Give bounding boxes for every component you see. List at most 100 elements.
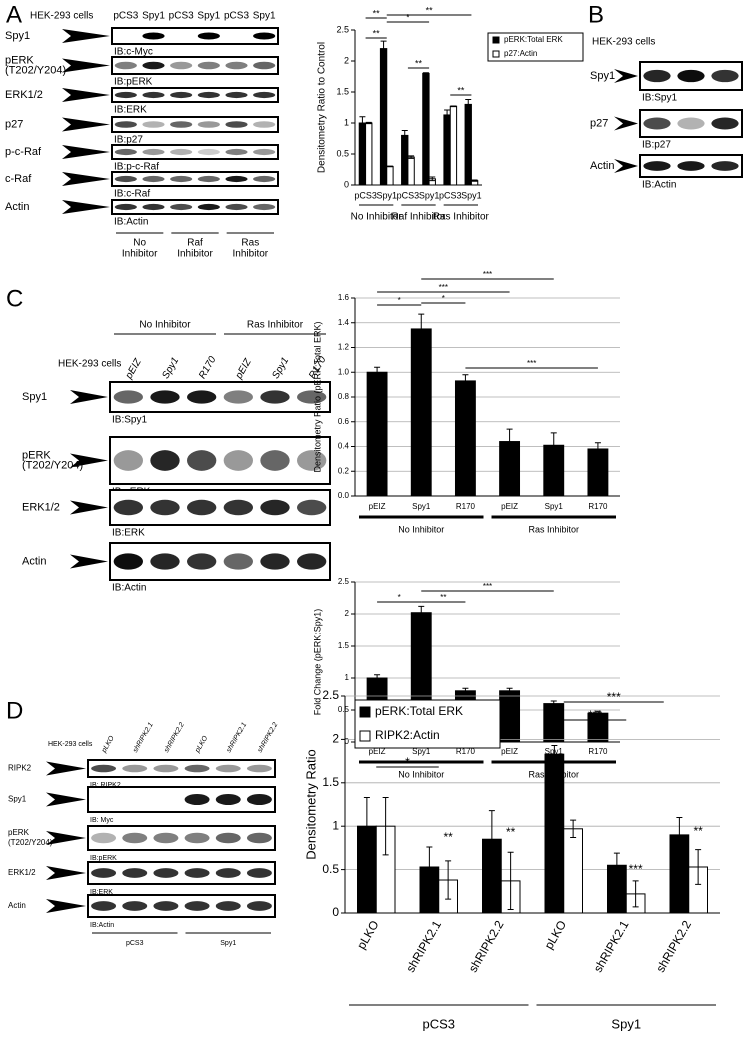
significance-label: *** [483, 582, 492, 591]
blot-box [109, 436, 331, 485]
x-tick-label: shRIPK2.2 [466, 918, 507, 975]
y-tick-label: 1.4 [338, 318, 350, 327]
y-tick-label: 2 [344, 55, 349, 65]
arrow [46, 831, 86, 845]
blot-box [109, 489, 331, 526]
band [122, 868, 148, 878]
y-tick-label: 0.0 [338, 491, 350, 500]
group-label: Ras Inhibitor [433, 212, 490, 223]
lane-label: shRIPK2.2 [257, 721, 280, 754]
legend-label: pERK:Total ERK [504, 35, 563, 44]
x-tick-label: R170 [588, 747, 608, 756]
lane-label: Spy1 [160, 356, 181, 381]
lane-label: pCS3 [224, 11, 249, 22]
row-label: Spy1 [8, 795, 27, 804]
y-tick-label: 1.2 [338, 343, 350, 352]
band [150, 390, 180, 404]
band [150, 450, 180, 471]
band [150, 499, 180, 516]
band [223, 553, 253, 570]
bar [563, 828, 583, 914]
band [225, 203, 248, 211]
band [225, 175, 248, 183]
lane-label: Spy1 [270, 356, 291, 381]
x-tick-label: pCS3 [354, 190, 377, 200]
group-label: Ras Inhibitor [528, 524, 579, 534]
x-tick-label: R170 [588, 502, 608, 511]
row-label: ERK1/2 [8, 868, 36, 877]
band [246, 868, 272, 878]
arrow [70, 554, 108, 569]
x-tick-label: pEIZ [501, 747, 518, 756]
arrow [70, 390, 108, 404]
y-axis-label: Densitometry Ratio (pERK:Total ERK) [312, 321, 322, 472]
group-label: pCS3 [126, 940, 144, 947]
x-tick-label: pEIZ [501, 502, 518, 511]
row-label: Spy1 [590, 70, 615, 82]
error-bar [359, 116, 366, 130]
x-tick-label: pLKO [542, 918, 569, 952]
y-tick-label: 2.5 [338, 577, 350, 586]
y-tick-label: 1 [345, 673, 350, 682]
bar [443, 114, 451, 186]
bar [464, 103, 472, 186]
error-bar [401, 129, 408, 141]
blot-box [87, 861, 276, 885]
x-tick-label: Spy1 [461, 190, 482, 200]
band [170, 61, 193, 70]
error-bar [422, 72, 429, 75]
band [643, 117, 671, 130]
band [113, 499, 143, 516]
arrow [614, 69, 638, 83]
legend-swatch [359, 730, 371, 742]
error-bar [550, 432, 557, 459]
bar [401, 134, 409, 186]
legend-label: RIPK2:Actin [375, 728, 440, 742]
band [142, 32, 165, 40]
band [225, 148, 248, 156]
arrow [70, 453, 108, 468]
significance-label: * [398, 593, 401, 602]
error-bar [462, 374, 469, 388]
band [197, 32, 220, 40]
error-bar [450, 105, 457, 108]
band [253, 61, 276, 70]
significance-label: ** [693, 824, 703, 838]
y-tick-label: 0.2 [338, 466, 350, 475]
significance-label: ** [373, 8, 381, 18]
band [711, 117, 739, 130]
band [184, 901, 210, 911]
band [153, 832, 179, 844]
significance-label: ** [415, 58, 423, 68]
ib-label: IB:pERK [90, 855, 117, 862]
group-label: Ras Inhibitor [247, 320, 304, 331]
x-tick-label: shRIPK2.1 [403, 918, 444, 975]
significance-label: * [398, 296, 401, 305]
band [297, 450, 327, 471]
x-tick-label: shRIPK2.2 [653, 918, 694, 975]
row-label: pERK [8, 828, 30, 837]
group-label: Spy1 [611, 1016, 641, 1031]
row-label: Actin [590, 160, 614, 172]
band [711, 161, 739, 171]
y-tick-label: 2 [332, 732, 339, 746]
blot-box [111, 56, 279, 75]
ib-label: IB:c-Raf [114, 189, 150, 200]
ib-label: IB: RIPK2 [90, 782, 121, 789]
band [253, 32, 276, 40]
band [711, 69, 739, 83]
band [297, 553, 327, 570]
group-label: No Inhibitor [398, 769, 444, 779]
band [260, 390, 290, 404]
error-bar [374, 674, 381, 682]
band [114, 91, 137, 99]
blot-box [87, 894, 276, 918]
error-bar [426, 846, 433, 888]
ib-label: IB:p27 [114, 135, 143, 146]
band [223, 499, 253, 516]
significance-label: *** [483, 270, 492, 279]
significance-label: * [405, 755, 410, 769]
arrow [614, 159, 638, 173]
significance-label: * [442, 294, 445, 303]
row-label: p27 [5, 118, 23, 130]
